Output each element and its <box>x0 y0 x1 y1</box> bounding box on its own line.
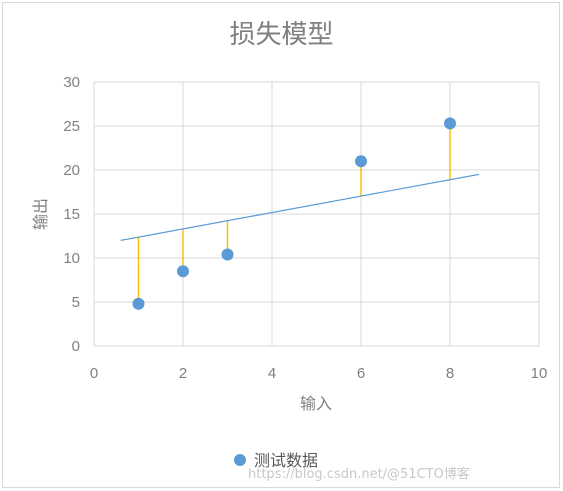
y-tick-label: 30 <box>63 74 80 91</box>
y-tick-label: 0 <box>72 338 80 355</box>
x-tick-label: 2 <box>179 365 187 382</box>
fit-layer <box>120 173 480 241</box>
y-tick-label: 5 <box>72 294 80 311</box>
legend-label: 测试数据 <box>254 451 318 470</box>
x-tick-label: 10 <box>531 365 548 382</box>
residual-layer <box>137 123 451 304</box>
fit-line <box>120 173 480 241</box>
x-tick-label: 8 <box>446 365 454 382</box>
chart-title: 损失模型 <box>229 20 334 50</box>
y-tick-label: 10 <box>63 250 80 267</box>
data-point <box>132 297 145 310</box>
data-point <box>177 265 189 278</box>
watermark-text: https://blog.csdn.net/@51CTO博客 <box>248 466 470 482</box>
tick-layer: 0 5 10 15 20 25 30 0 2 4 6 8 10 <box>63 74 547 382</box>
x-axis-title: 输入 <box>300 394 332 413</box>
y-axis-title: 输出 <box>31 198 50 230</box>
x-tick-label: 4 <box>268 365 276 382</box>
data-point <box>221 248 234 261</box>
point-layer <box>132 117 456 310</box>
legend-marker <box>234 454 246 466</box>
grid-layer <box>93 81 540 347</box>
data-point <box>444 117 456 130</box>
y-tick-label: 25 <box>63 118 80 135</box>
legend: 测试数据 <box>234 451 318 470</box>
x-tick-label: 6 <box>357 365 365 382</box>
data-point <box>355 155 367 168</box>
x-tick-label: 0 <box>90 365 98 382</box>
y-tick-label: 20 <box>63 162 80 179</box>
y-tick-label: 15 <box>63 206 80 223</box>
